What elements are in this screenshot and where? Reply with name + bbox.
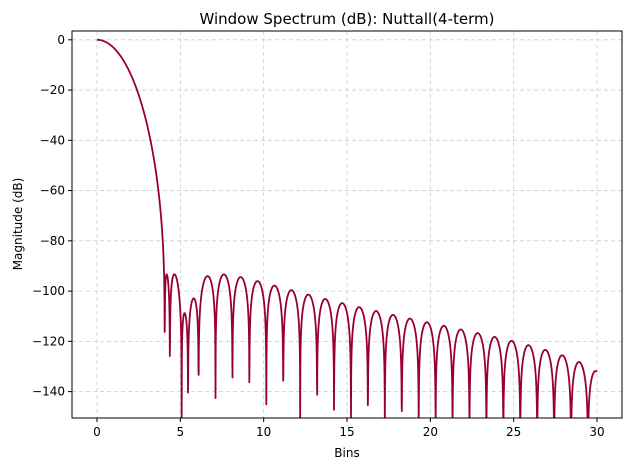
chart-title: Window Spectrum (dB): Nuttall(4-term) [199, 10, 494, 28]
x-tick-label: 30 [589, 425, 604, 439]
x-tick-label: 10 [256, 425, 271, 439]
x-tick-label: 25 [506, 425, 521, 439]
y-tick-label: −60 [40, 184, 65, 198]
y-tick-label: −120 [32, 334, 65, 348]
plot-area [96, 38, 598, 418]
x-tick-label: 15 [339, 425, 354, 439]
y-axis-label: Magnitude (dB) [11, 178, 25, 271]
y-tick-label: −20 [40, 83, 65, 97]
y-tick-label: −100 [32, 284, 65, 298]
y-tick-label: −40 [40, 133, 65, 147]
x-axis-label: Bins [334, 446, 359, 460]
x-tick-label: 0 [93, 425, 101, 439]
x-tick-label: 5 [177, 425, 185, 439]
series-line-nuttall [96, 38, 598, 418]
x-axis: 0 5 10 15 20 25 30 [93, 418, 605, 439]
y-tick-label: 0 [57, 33, 65, 47]
y-tick-label: −140 [32, 385, 65, 399]
y-tick-label: −80 [40, 234, 65, 248]
y-axis: 0 −20 −40 −60 −80 −100 −120 −140 [32, 33, 72, 399]
x-tick-label: 20 [423, 425, 438, 439]
grid [72, 31, 622, 418]
